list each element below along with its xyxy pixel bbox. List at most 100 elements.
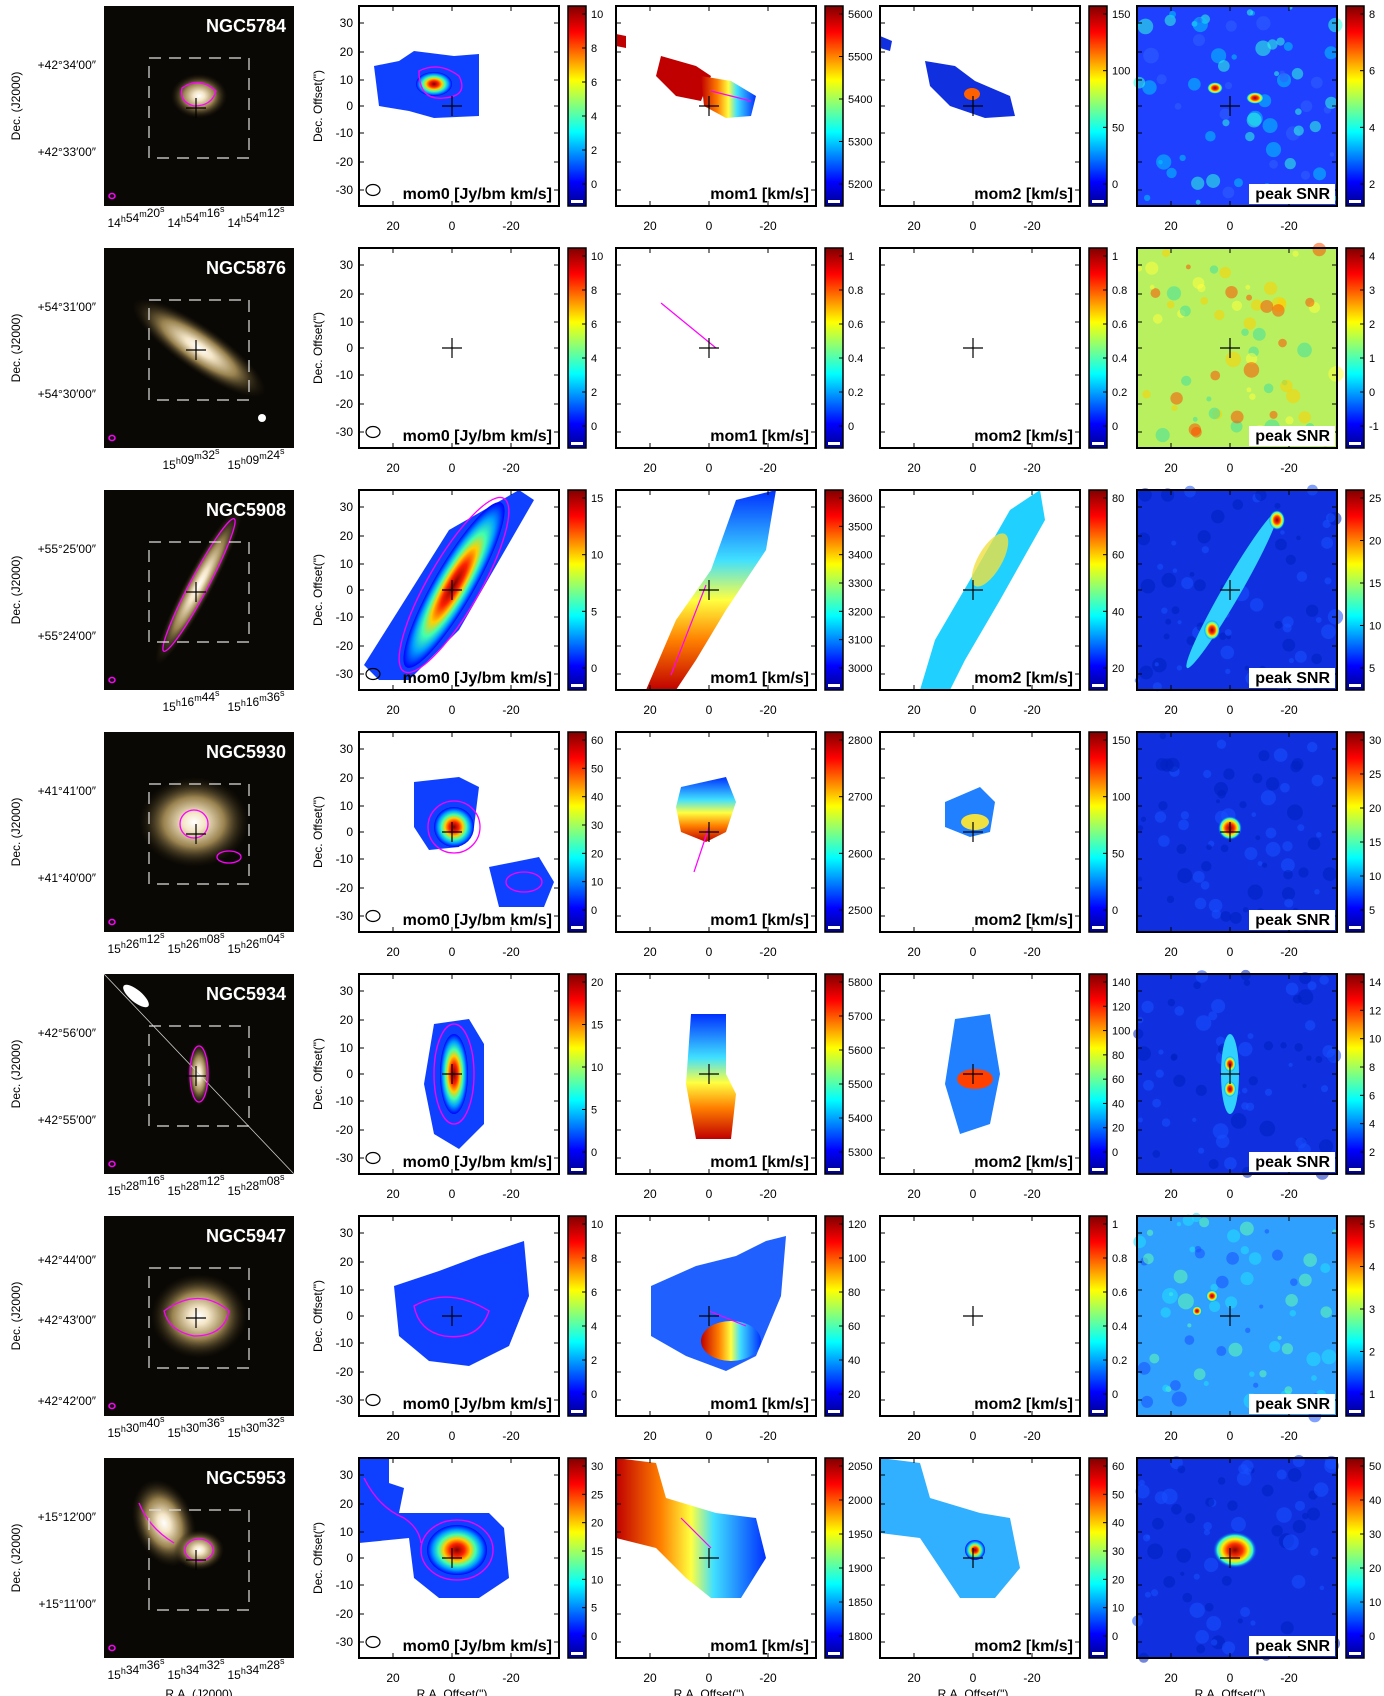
colorbar-tick-label: 1850 <box>848 1597 872 1609</box>
panel-label-box <box>1249 1152 1335 1172</box>
noise-blob <box>1289 658 1294 663</box>
ra-offset-tick-label: 20 <box>907 219 921 233</box>
galaxy-image <box>174 1530 224 1570</box>
colorbar-tick-label: 5 <box>1369 905 1375 917</box>
noise-blob <box>1244 847 1257 860</box>
noise-blob <box>1211 1635 1225 1649</box>
noise-blob <box>1280 380 1292 392</box>
mom1-colorbar: 1 0.8 0.6 0.4 0.2 0 <box>824 247 863 449</box>
colorbar-tick-label: 10 <box>591 9 603 21</box>
ra-offset-tick-label: -20 <box>502 1429 520 1443</box>
noise-blob <box>1313 243 1326 256</box>
colorbar-tick-label: 15 <box>1369 578 1381 590</box>
noise-blob <box>1155 811 1166 822</box>
beam-ellipse <box>108 1160 116 1168</box>
contour <box>163 1298 230 1337</box>
noise-blob <box>1232 499 1243 510</box>
peak-colorbar: 25 20 15 10 5 <box>1345 489 1381 691</box>
noise-blob <box>1145 1592 1151 1598</box>
colorbar-tick-label: 10 <box>591 550 603 562</box>
noise-blob <box>1152 658 1167 673</box>
noise-blob <box>1219 632 1227 640</box>
ra-tick-label: 15h34m32s <box>167 1656 225 1682</box>
noise-blob <box>1292 1575 1306 1589</box>
noise-blob <box>1170 392 1182 404</box>
dec-offset-tick-label: 10 <box>340 799 354 813</box>
noise-blob <box>1238 1618 1243 1623</box>
colorbar-nan-swatch <box>1349 442 1361 445</box>
noise-blob <box>1326 513 1335 522</box>
mom0-colorbar: 10 8 6 4 2 0 <box>567 247 603 449</box>
ra-offset-tick-label: 20 <box>643 1671 657 1685</box>
noise-blob <box>1138 488 1151 501</box>
noise-blob <box>1171 606 1179 614</box>
colorbar-gradient <box>1088 1457 1108 1659</box>
colorbar-tick-label: 120 <box>848 1219 866 1231</box>
noise-blob <box>1204 1381 1209 1386</box>
noise-blob <box>1293 1455 1305 1467</box>
colorbar-gradient <box>824 489 844 691</box>
colorbar-tick-label: 5600 <box>848 9 872 21</box>
noise-blob <box>1298 989 1314 1005</box>
noise-blob <box>1250 598 1263 611</box>
noise-blob <box>1164 633 1170 639</box>
noise-blob <box>1319 975 1328 984</box>
colorbar-tick-label: 25 <box>591 1489 603 1501</box>
colorbar-tick-label: 2700 <box>848 792 872 804</box>
ra-offset-tick-label: 0 <box>449 945 456 959</box>
ra-offset-tick-label: -20 <box>1023 1671 1041 1685</box>
mom1-panel-label: mom1 [km/s] <box>710 1638 809 1655</box>
noise-blob <box>1227 1500 1238 1511</box>
noise-blob <box>1294 1043 1303 1052</box>
galaxy-image <box>171 74 227 118</box>
noise-blob <box>1280 783 1290 793</box>
ra-tick-label: 15h28m08s <box>227 1172 285 1198</box>
mom0-panel-label: mom0 [Jy/bm km/s] <box>403 912 552 929</box>
colorbar-tick-label: 5 <box>591 606 597 618</box>
colorbar-gradient <box>824 247 844 449</box>
colorbar-gradient <box>1088 247 1108 449</box>
colorbar-tick-label: 4 <box>1369 251 1375 263</box>
noise-blob <box>1301 100 1313 112</box>
noise-blob <box>1258 861 1263 866</box>
colorbar-tick-label: 3300 <box>848 578 872 590</box>
ra-tick-label: 15h28m12s <box>167 1172 225 1198</box>
noise-blob <box>1226 352 1241 367</box>
ra-offset-tick-label: 20 <box>907 945 921 959</box>
colorbar-tick-label: 20 <box>1112 1123 1124 1135</box>
ra-offset-tick-label: -20 <box>1280 1671 1298 1685</box>
optical-panel: NGC5953 <box>104 1458 294 1658</box>
ra-offset-tick-label: 0 <box>449 461 456 475</box>
colorbar-tick-label: 0 <box>848 421 854 433</box>
noise-blob <box>1299 1274 1312 1287</box>
noise-blob <box>1255 40 1270 55</box>
colorbar-tick-label: 0.6 <box>848 319 863 331</box>
ra-tick-label: 15h09m32s <box>162 446 220 472</box>
colorbar-tick-label: 10 <box>1369 1034 1381 1046</box>
noise-blob <box>1193 417 1198 422</box>
noise-blob <box>1231 1113 1247 1129</box>
colorbar-tick-label: 5300 <box>848 1147 872 1159</box>
noise-blob <box>1259 1121 1275 1137</box>
ra-offset-tick-label: -20 <box>759 1187 777 1201</box>
contour <box>506 872 542 892</box>
dec-offset-tick-label: -30 <box>336 1635 354 1649</box>
noise-blob <box>1156 1070 1164 1078</box>
noise-blob <box>1171 405 1177 411</box>
noise-blob <box>1141 1396 1153 1408</box>
colorbar-tick-label: 15 <box>591 1546 603 1558</box>
noise-blob <box>1299 411 1311 423</box>
mom2-panel-label: mom2 [km/s] <box>974 912 1073 929</box>
noise-blob <box>1193 277 1205 289</box>
noise-blob <box>1175 103 1182 110</box>
dec-offset-tick-label: 10 <box>340 557 354 571</box>
beam-ellipse <box>108 918 116 926</box>
ra-offset-tick-label: 20 <box>643 1429 657 1443</box>
noise-blob <box>1244 666 1249 671</box>
noise-blob <box>1292 251 1298 257</box>
noise-blob <box>1151 1589 1158 1596</box>
noise-blob <box>1183 1215 1194 1226</box>
mom1-colorbar: 3600 3500 3400 3300 3200 3100 3000 <box>824 489 872 691</box>
colorbar-gradient <box>824 1457 844 1659</box>
contour <box>414 1297 489 1337</box>
